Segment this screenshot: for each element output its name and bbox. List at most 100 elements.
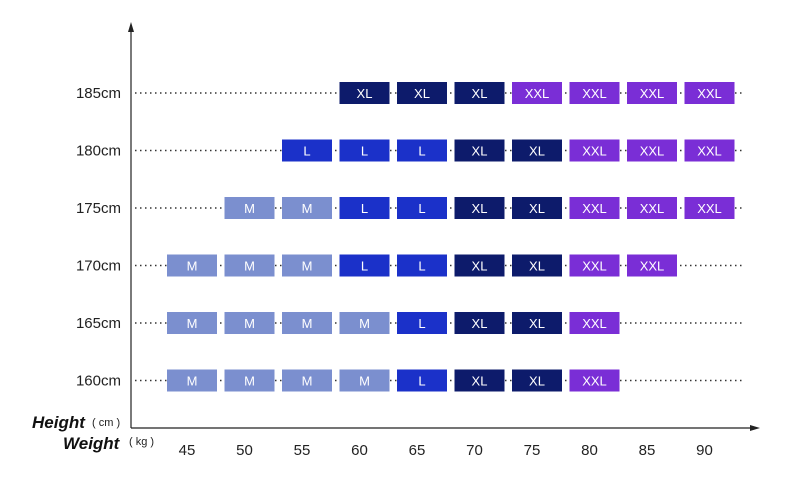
size-cell-label: XL <box>529 316 545 331</box>
size-cell <box>282 139 332 162</box>
size-cell <box>282 312 332 334</box>
size-row: 185cm XL XL XL XXL XXL XXL XXL <box>76 82 744 104</box>
size-cell <box>569 197 620 219</box>
weight-tick-label: 65 <box>409 442 426 459</box>
size-cell-label: XXL <box>582 144 607 159</box>
size-cell <box>282 197 332 219</box>
weight-tick-label: 85 <box>639 442 656 459</box>
size-cell-label: M <box>302 374 313 389</box>
y-axis-arrow <box>128 22 134 32</box>
size-cell-label: M <box>244 259 255 274</box>
size-cell <box>339 139 390 162</box>
weight-tick-label: 80 <box>581 442 598 459</box>
size-cell-label: XL <box>357 86 373 101</box>
size-cell <box>397 369 447 392</box>
size-cell <box>512 197 562 219</box>
size-cell-label: XXL <box>582 259 607 274</box>
size-cell-label: L <box>418 259 425 274</box>
size-cell-label: XXL <box>697 144 722 159</box>
size-cell <box>684 139 735 162</box>
size-cell <box>454 139 505 162</box>
size-cell-label: XXL <box>525 86 550 101</box>
size-cell-label: L <box>418 374 425 389</box>
size-cell <box>627 82 677 104</box>
size-cell-label: XXL <box>582 86 607 101</box>
size-cell <box>684 197 735 219</box>
size-row: 160cm M M M M L XL XL XXL <box>76 369 744 392</box>
size-row: 170cm M M M L L XL XL XXL XXL <box>76 254 744 277</box>
size-cell <box>454 254 505 277</box>
size-cell <box>167 312 217 334</box>
x-axis-arrow <box>750 425 760 431</box>
size-cell <box>569 139 620 162</box>
size-cell-label: XL <box>472 259 488 274</box>
weight-tick-label: 45 <box>179 442 196 459</box>
size-cell-label: XXL <box>640 144 665 159</box>
axes <box>128 22 760 431</box>
size-cell-label: XL <box>529 201 545 216</box>
height-tick-label: 185cm <box>76 85 121 102</box>
height-tick-label: 180cm <box>76 143 121 160</box>
size-cell-label: L <box>361 144 368 159</box>
size-cell <box>397 197 447 219</box>
size-cell-label: L <box>418 144 425 159</box>
size-cell-label: M <box>302 259 313 274</box>
size-cell-label: M <box>187 259 198 274</box>
height-unit: ( cm ) <box>92 417 120 429</box>
rows: 185cm XL XL XL XXL XXL XXL XXL 180cm L L L XL XL XXL XX… <box>76 82 744 392</box>
size-row: 165cm M M M M L XL XL XXL <box>76 312 744 334</box>
height-tick-label: 165cm <box>76 315 121 332</box>
height-title: Height <box>32 413 86 432</box>
size-cell <box>397 139 447 162</box>
size-cell <box>454 369 505 392</box>
size-cell <box>167 254 217 277</box>
weight-tick-label: 75 <box>524 442 541 459</box>
size-row: 175cm M M L L XL XL XXL XXL XXL <box>76 197 744 219</box>
size-cell <box>397 312 447 334</box>
size-cell-label: XL <box>472 86 488 101</box>
size-cell-label: L <box>418 316 425 331</box>
size-cell <box>454 82 505 104</box>
size-row: 180cm L L L XL XL XXL XXL XXL <box>76 139 744 162</box>
height-axis-title: Height ( cm ) <box>32 413 120 432</box>
weight-title: Weight <box>63 434 121 453</box>
size-cell-label: L <box>361 259 368 274</box>
weight-tick-label: 60 <box>351 442 368 459</box>
size-cell <box>339 254 390 277</box>
size-cell <box>512 82 562 104</box>
size-cell <box>512 254 562 277</box>
size-cell-label: M <box>244 201 255 216</box>
size-cell <box>454 197 505 219</box>
weight-tick-label: 55 <box>294 442 311 459</box>
size-cell-label: XL <box>472 374 488 389</box>
x-tick-labels: 45 50 55 60 65 70 75 80 85 90 <box>179 442 713 459</box>
size-cell <box>224 254 275 277</box>
size-cell <box>339 82 390 104</box>
size-cell <box>627 197 677 219</box>
size-cell <box>569 312 620 334</box>
weight-tick-label: 90 <box>696 442 713 459</box>
size-cell <box>397 254 447 277</box>
size-cell <box>339 312 390 334</box>
size-cell <box>224 312 275 334</box>
size-cell-label: XXL <box>640 201 665 216</box>
size-cell-label: XL <box>472 144 488 159</box>
size-cell-label: M <box>244 374 255 389</box>
size-cell-label: XL <box>472 316 488 331</box>
size-cell <box>512 139 562 162</box>
height-tick-label: 175cm <box>76 200 121 217</box>
size-cell-label: XL <box>529 374 545 389</box>
size-cell <box>684 82 735 104</box>
size-cell-label: XXL <box>640 259 665 274</box>
size-cell <box>224 369 275 392</box>
size-cell <box>454 312 505 334</box>
size-cell-label: L <box>418 201 425 216</box>
size-cell-label: M <box>359 316 370 331</box>
size-cell-label: XL <box>414 86 430 101</box>
size-cell <box>512 312 562 334</box>
size-cell-label: XXL <box>697 201 722 216</box>
size-cell <box>569 369 620 392</box>
size-cell-label: L <box>361 201 368 216</box>
size-cell-label: M <box>187 374 198 389</box>
